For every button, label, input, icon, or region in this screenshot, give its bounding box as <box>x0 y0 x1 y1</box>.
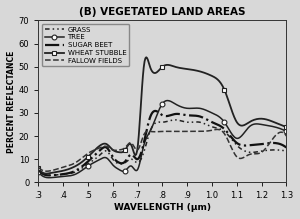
X-axis label: WAVELENGTH (μm): WAVELENGTH (μm) <box>114 203 211 212</box>
Title: (B) VEGETATED LAND AREAS: (B) VEGETATED LAND AREAS <box>79 7 246 17</box>
Y-axis label: PERCENT REFLECTANCE: PERCENT REFLECTANCE <box>7 50 16 153</box>
Legend: GRASS, TREE, SUGAR BEET, WHEAT STUBBLE, FALLOW FIELDS: GRASS, TREE, SUGAR BEET, WHEAT STUBBLE, … <box>42 24 129 67</box>
